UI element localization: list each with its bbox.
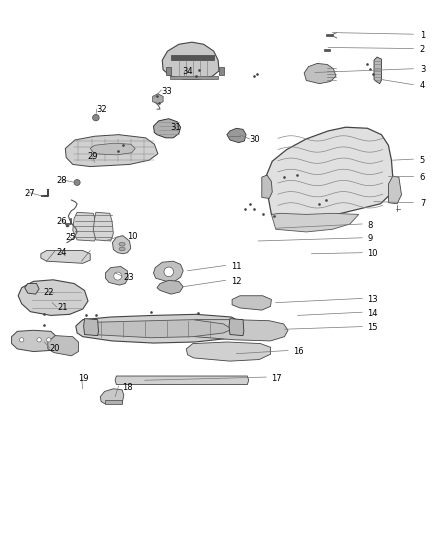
Polygon shape	[166, 67, 171, 75]
Text: 26: 26	[57, 217, 67, 226]
Polygon shape	[76, 314, 245, 343]
Text: 6: 6	[420, 173, 425, 182]
Ellipse shape	[19, 338, 24, 342]
Text: 34: 34	[182, 68, 193, 76]
Text: 27: 27	[25, 189, 35, 198]
Polygon shape	[162, 42, 219, 79]
Text: 10: 10	[127, 232, 138, 241]
Text: 28: 28	[57, 176, 67, 185]
Polygon shape	[93, 212, 113, 241]
Polygon shape	[389, 176, 402, 204]
Text: 10: 10	[367, 249, 378, 259]
Polygon shape	[115, 376, 249, 384]
Polygon shape	[73, 212, 97, 241]
Ellipse shape	[114, 272, 122, 280]
Text: 15: 15	[367, 323, 378, 332]
Text: 7: 7	[420, 199, 425, 208]
Polygon shape	[65, 135, 158, 166]
Polygon shape	[153, 261, 183, 281]
Text: 8: 8	[367, 221, 373, 230]
Polygon shape	[187, 320, 288, 341]
Ellipse shape	[37, 338, 41, 342]
Polygon shape	[152, 94, 163, 104]
Polygon shape	[227, 128, 246, 143]
Ellipse shape	[164, 267, 173, 277]
Ellipse shape	[119, 243, 125, 246]
Text: 21: 21	[57, 303, 68, 312]
Text: 23: 23	[124, 273, 134, 281]
Polygon shape	[106, 266, 128, 285]
Text: 5: 5	[420, 156, 425, 165]
Polygon shape	[41, 251, 90, 263]
Text: 31: 31	[170, 123, 181, 132]
Text: 16: 16	[293, 347, 304, 356]
Text: 14: 14	[367, 309, 378, 318]
Polygon shape	[18, 280, 88, 316]
Polygon shape	[374, 57, 381, 84]
Ellipse shape	[46, 338, 51, 342]
Text: 29: 29	[87, 152, 98, 161]
Polygon shape	[170, 76, 218, 79]
Polygon shape	[229, 319, 244, 336]
Text: 24: 24	[57, 248, 67, 257]
Text: 13: 13	[367, 295, 378, 304]
Text: 2: 2	[420, 45, 425, 54]
Ellipse shape	[119, 247, 125, 251]
Ellipse shape	[74, 180, 80, 185]
Text: 25: 25	[65, 233, 76, 243]
Polygon shape	[232, 296, 272, 310]
Polygon shape	[90, 143, 135, 155]
Polygon shape	[262, 175, 272, 198]
Polygon shape	[153, 119, 180, 138]
Text: 19: 19	[78, 374, 89, 383]
Polygon shape	[219, 67, 224, 75]
Text: 32: 32	[96, 105, 106, 114]
Polygon shape	[266, 127, 393, 219]
Polygon shape	[25, 284, 39, 294]
Text: 4: 4	[420, 81, 425, 90]
Polygon shape	[86, 320, 232, 338]
Text: 12: 12	[231, 277, 242, 286]
Polygon shape	[304, 63, 336, 84]
Polygon shape	[113, 236, 131, 254]
Text: 17: 17	[272, 374, 282, 383]
Polygon shape	[12, 330, 57, 352]
Text: 20: 20	[49, 344, 60, 353]
Text: 30: 30	[250, 135, 260, 144]
Text: 1: 1	[420, 31, 425, 40]
Polygon shape	[105, 400, 122, 403]
Text: 22: 22	[43, 287, 54, 296]
Text: 9: 9	[367, 235, 373, 244]
Polygon shape	[171, 55, 214, 60]
Ellipse shape	[92, 115, 99, 121]
Polygon shape	[157, 280, 183, 294]
Text: 11: 11	[231, 262, 242, 271]
Text: 18: 18	[122, 383, 133, 392]
Text: 33: 33	[161, 86, 172, 95]
Polygon shape	[84, 319, 99, 336]
Polygon shape	[272, 213, 359, 232]
Polygon shape	[100, 389, 124, 403]
Polygon shape	[186, 342, 271, 361]
Text: 3: 3	[420, 66, 425, 74]
Polygon shape	[48, 336, 78, 356]
